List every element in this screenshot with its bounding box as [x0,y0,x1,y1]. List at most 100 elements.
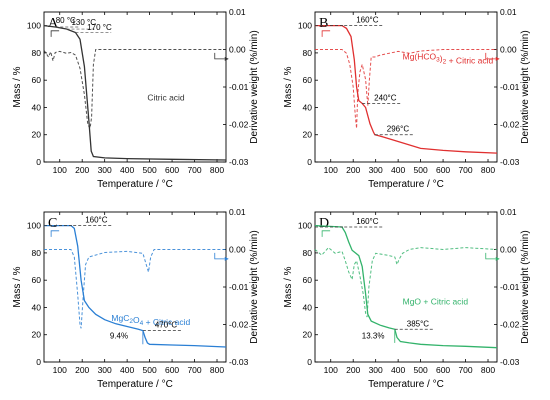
y-tick-label-left: 80 [32,248,42,258]
y-tick-label-left: 40 [303,302,313,312]
y-tick-label-right: 0.00 [500,245,517,255]
x-tick-label: 200 [75,365,89,375]
y-tick-label-left: 100 [298,21,312,31]
left-axis-arrow [50,230,60,237]
right-axis-arrow [214,52,225,60]
y-tick-label-right: -0.01 [229,282,249,292]
y-tick-label-left: 20 [32,330,42,340]
x-tick-label: 200 [346,165,360,175]
y-tick-label-right: 0.01 [500,7,517,17]
panel-letter: B [319,16,328,31]
annotation-label: 470°C [155,321,178,330]
x-tick-label: 100 [53,365,67,375]
y-tick-label-left: 80 [32,48,42,58]
annotation-label: 9.4% [110,331,128,340]
x-tick-label: 200 [346,365,360,375]
x-tick-label: 400 [391,165,405,175]
sample-label: Citric acid [147,93,185,103]
y-tick-label-right: -0.03 [500,357,520,367]
y-tick-label-left: 60 [303,75,313,85]
y-tick-label-right: -0.01 [229,82,249,92]
mass-series-line [314,224,498,349]
y-axis-label-left: Mass / % [283,266,294,307]
left-axis-arrow [321,30,331,37]
x-tick-label: 100 [53,165,67,175]
x-tick-label: 700 [187,165,201,175]
y-tick-label-right: 0.00 [229,45,246,55]
y-tick-label-left: 60 [32,75,42,85]
x-tick-label: 800 [481,365,495,375]
y-tick-label-left: 40 [32,302,42,312]
x-tick-label: 700 [458,165,472,175]
x-tick-label: 300 [98,365,112,375]
annotation-label: 130 °C [71,18,96,27]
derivative-series-line [314,246,498,318]
x-tick-label: 200 [75,165,89,175]
annotation-label: 170 °C [87,23,112,32]
y-tick-label-left: 0 [307,157,312,167]
x-tick-label: 300 [369,165,383,175]
x-tick-label: 100 [324,165,338,175]
mass-series-line [43,24,227,161]
x-tick-label: 800 [481,165,495,175]
annotation-label: 160°C [356,16,379,25]
y-tick-label-left: 20 [32,130,42,140]
y-tick-label-left: 0 [36,357,41,367]
panel-letter: A [48,16,59,31]
y-tick-label-left: 0 [36,157,41,167]
x-tick-label: 500 [143,365,157,375]
y-tick-label-right: 0.01 [229,207,246,217]
annotation-label: 385°C [407,319,430,328]
plot-frame [314,211,498,363]
right-axis-arrow [485,252,496,260]
plot-frame [43,211,227,363]
y-tick-label-right: -0.02 [229,120,249,130]
x-tick-label: 600 [165,165,179,175]
y-tick-label-right: -0.02 [500,120,520,130]
y-tick-label-left: 40 [32,102,42,112]
x-axis-label: Temperature / °C [97,379,173,390]
y-tick-label-left: 0 [307,357,312,367]
y-axis-label-right: Derivative weight (%/min) [520,30,531,143]
y-tick-label-right: 0.00 [229,245,246,255]
y-tick-label-left: 20 [303,130,313,140]
y-tick-label-right: -0.03 [229,157,249,167]
y-tick-label-left: 20 [303,330,313,340]
y-tick-label-right: 0.00 [500,45,517,55]
y-tick-label-left: 80 [303,48,313,58]
x-tick-label: 600 [436,165,450,175]
y-axis-label-left: Mass / % [12,66,23,107]
y-axis-label-left: Mass / % [12,266,23,307]
x-axis-label: Temperature / °C [368,379,444,390]
y-axis-label-right: Derivative weight (%/min) [249,230,260,343]
y-tick-label-left: 100 [27,221,41,231]
left-axis-arrow [321,230,331,237]
y-axis-label-right: Derivative weight (%/min) [249,30,260,143]
x-tick-label: 800 [210,165,224,175]
y-axis-label-right: Derivative weight (%/min) [520,230,531,343]
x-axis-label: Temperature / °C [368,179,444,190]
panel-letter: D [319,216,329,231]
panel-letter: C [48,216,57,231]
plot-frame [314,11,498,163]
right-axis-arrow [214,252,225,260]
y-tick-label-left: 40 [303,102,313,112]
y-tick-label-right: -0.02 [500,320,520,330]
y-tick-label-right: -0.01 [500,282,520,292]
annotation-label: 80 °C [56,16,76,25]
annotation-label: 13.3% [362,331,385,340]
x-tick-label: 300 [98,165,112,175]
mass-series-line [44,224,227,348]
sample-label: MgO + Citric acid [403,297,469,307]
x-tick-label: 500 [414,365,428,375]
derivative-series-line [315,49,497,129]
x-tick-label: 400 [120,165,134,175]
y-tick-label-left: 80 [303,248,313,258]
x-tick-label: 700 [187,365,201,375]
x-tick-label: 400 [120,365,134,375]
x-tick-label: 500 [414,165,428,175]
derivative-series-line [44,249,226,329]
right-axis-arrowhead [224,56,229,61]
right-axis-arrowhead [224,256,229,261]
